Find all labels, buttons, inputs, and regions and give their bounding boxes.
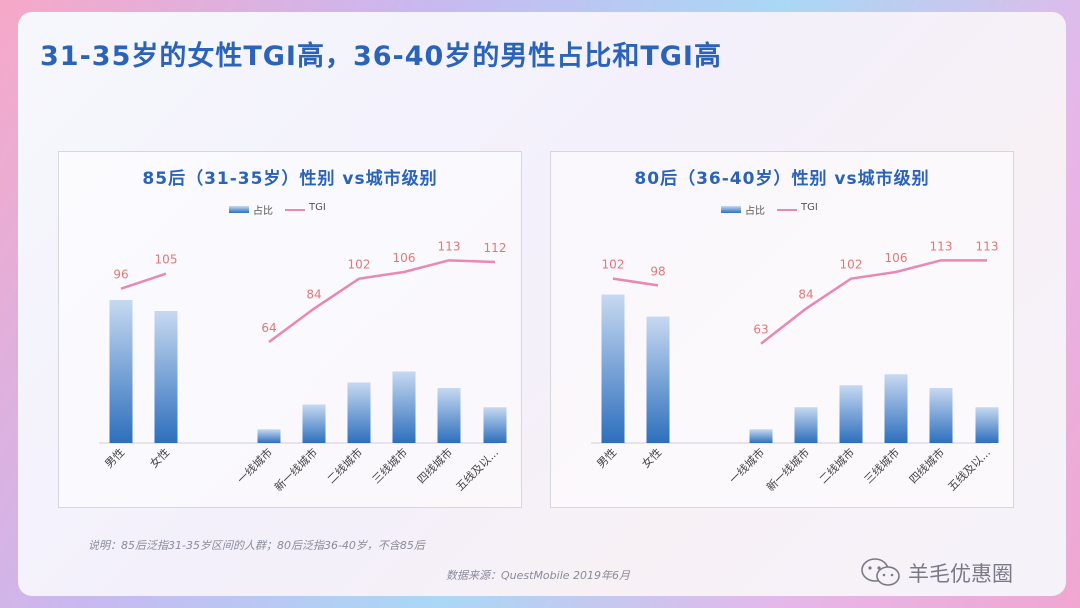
chart-legend: 占比 TGI — [551, 202, 1013, 218]
tgi-data-label: 112 — [484, 241, 507, 255]
tgi-data-label: 102 — [840, 258, 863, 272]
chart-title: 85后（31-35岁）性别 vs城市级别 — [142, 169, 438, 189]
category-tick-label: 二线城市 — [816, 445, 857, 486]
category-tick-label: 三线城市 — [861, 445, 902, 486]
category-tick-label: 女性 — [639, 445, 664, 470]
bar — [257, 429, 281, 443]
tgi-data-label: 105 — [155, 253, 178, 267]
tgi-line-gender — [612, 277, 659, 287]
category-tick-label: 新一线城市 — [271, 445, 320, 494]
category-tick-label: 新一线城市 — [763, 445, 812, 494]
legend-line-label: TGI — [309, 202, 326, 213]
tgi-data-label: 113 — [438, 239, 461, 253]
legend-line-swatch — [777, 209, 797, 211]
bar — [109, 300, 133, 443]
tgi-line-gender — [120, 272, 167, 290]
chart-panel-85: 85后（31-35岁）性别 vs城市级别 占比 TGI 96 105 64 84 102… — [58, 151, 522, 508]
legend-line-swatch — [285, 209, 305, 211]
bar — [749, 429, 773, 443]
watermark-text: 羊毛优惠圈 — [908, 562, 1013, 586]
bar — [601, 294, 625, 443]
tgi-data-label: 84 — [306, 288, 321, 302]
category-tick-label: 四线城市 — [906, 445, 947, 486]
category-tick-label: 一线城市 — [234, 445, 275, 486]
category-tick-label: 五线及以... — [945, 445, 993, 493]
bar — [347, 382, 371, 443]
bar — [483, 407, 507, 443]
tgi-data-label: 102 — [602, 258, 625, 272]
chart-legend: 占比 TGI — [59, 202, 521, 218]
tgi-data-label: 63 — [753, 323, 768, 337]
tgi-line-city — [268, 259, 496, 344]
category-tick-label: 三线城市 — [369, 445, 410, 486]
bar — [437, 388, 461, 443]
legend-bar-label: 占比 — [745, 206, 765, 217]
chart-title: 80后（36-40岁）性别 vs城市级别 — [634, 169, 930, 189]
bar — [929, 388, 953, 443]
bar — [839, 385, 863, 443]
bar — [154, 311, 178, 443]
tgi-line-city — [760, 259, 987, 345]
data-source: 数据来源：QuestMobile 2019年6月 — [446, 569, 631, 582]
bar — [392, 371, 416, 443]
wechat-icon — [861, 558, 900, 586]
page-title: 31-35岁的女性TGI高，36-40岁的男性占比和TGI高 — [40, 41, 722, 72]
tgi-data-label: 106 — [885, 251, 908, 265]
tgi-data-label: 84 — [798, 288, 813, 302]
tgi-data-label: 98 — [650, 264, 665, 278]
tgi-data-label: 113 — [930, 239, 953, 253]
category-tick-label: 一线城市 — [726, 445, 767, 486]
tgi-data-label: 96 — [113, 268, 128, 282]
legend-line-label: TGI — [801, 202, 818, 213]
category-tick-label: 男性 — [102, 445, 127, 470]
tgi-data-label: 102 — [348, 258, 371, 272]
category-tick-label: 五线及以... — [453, 445, 501, 493]
bar — [794, 407, 818, 443]
slide-card: 31-35岁的女性TGI高，36-40岁的男性占比和TGI高 85后（31-35… — [18, 12, 1066, 596]
footnote: 说明：85后泛指31-35岁区间的人群；80后泛指36-40岁，不含85后 — [88, 539, 425, 552]
category-tick-label: 女性 — [147, 445, 172, 470]
legend-bar-label: 占比 — [253, 206, 273, 217]
tgi-data-label: 64 — [261, 321, 276, 335]
category-tick-label: 男性 — [594, 445, 619, 470]
bar — [646, 316, 670, 443]
legend-bar-swatch — [721, 206, 741, 213]
category-tick-label: 四线城市 — [414, 445, 455, 486]
bar — [302, 404, 326, 443]
category-tick-label: 二线城市 — [324, 445, 365, 486]
tgi-data-label: 106 — [393, 251, 416, 265]
legend-bar-swatch — [229, 206, 249, 213]
chart-panel-80: 80后（36-40岁）性别 vs城市级别 占比 TGI 102 98 63 84 102… — [550, 151, 1014, 508]
bar — [975, 407, 999, 443]
tgi-data-label: 113 — [976, 239, 999, 253]
bar — [884, 374, 908, 443]
